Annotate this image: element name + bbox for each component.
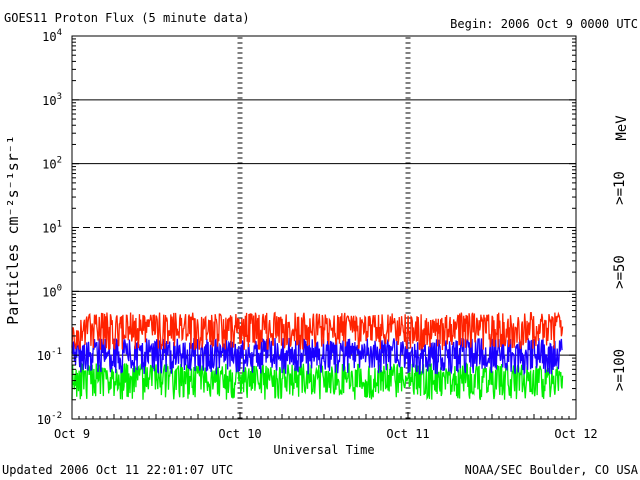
legend: >=10 >=50 >=100 — [612, 171, 628, 391]
series-line — [71, 311, 564, 351]
y-tick-label: 104 — [42, 28, 62, 44]
legend-series-label: >=50 — [612, 255, 628, 289]
series-layer — [71, 311, 564, 401]
x-tick-label: Oct 9 — [54, 427, 90, 441]
y-tick-label: 10-1 — [37, 347, 62, 363]
credit-label: NOAA/SEC Boulder, CO USA — [465, 463, 639, 477]
axis-layer: 10-2 10-1 100 101 102 103 104 Oct 9 Oct 10 Oct 11… — [37, 28, 598, 441]
y-tick-label: 10-2 — [37, 411, 62, 427]
y-tick-label: 100 — [42, 283, 62, 299]
begin-label: Begin: 2006 Oct 9 0000 UTC — [450, 17, 638, 31]
chart-title: GOES11 Proton Flux (5 minute data) — [4, 11, 250, 25]
updated-label: Updated 2006 Oct 11 22:01:07 UTC — [2, 463, 233, 477]
y-tick-label: 102 — [42, 156, 62, 172]
x-tick-label: Oct 10 — [218, 427, 261, 441]
legend-series-label: >=10 — [612, 171, 628, 205]
plot-frame — [71, 35, 577, 420]
energy-unit-label: MeV — [614, 115, 630, 141]
y-axis-label: Particles cm⁻²s⁻¹sr⁻¹ — [4, 135, 22, 325]
x-tick-label: Oct 11 — [386, 427, 429, 441]
x-tick-label: Oct 12 — [554, 427, 597, 441]
x-axis-label: Universal Time — [273, 443, 374, 457]
series-line — [71, 337, 563, 376]
series-line — [71, 361, 564, 401]
y-tick-label: 103 — [42, 92, 62, 108]
legend-series-label: >=100 — [612, 349, 628, 391]
y-tick-label: 101 — [42, 220, 62, 236]
